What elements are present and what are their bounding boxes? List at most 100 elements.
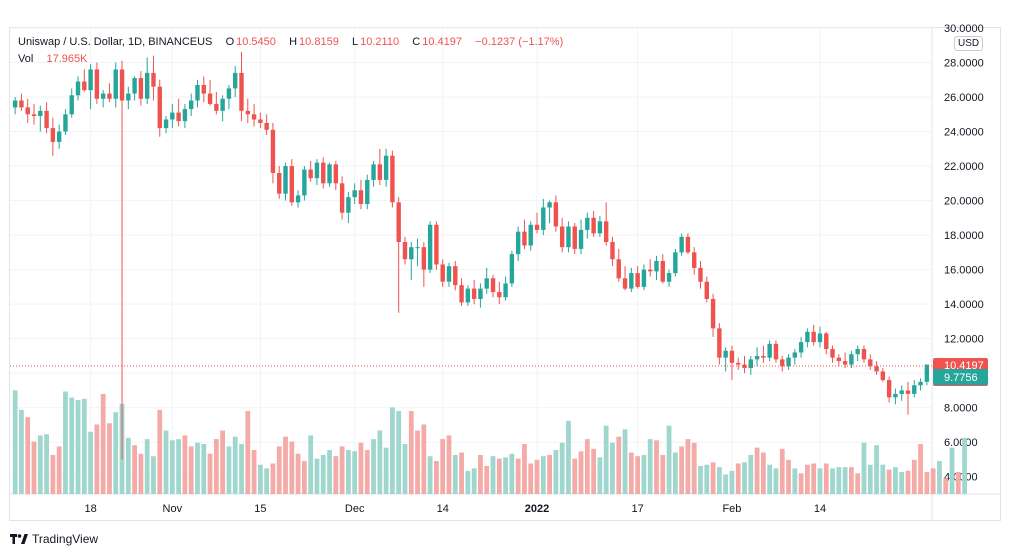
volume-bar <box>452 454 458 494</box>
candle <box>277 166 282 199</box>
candle <box>138 71 144 106</box>
candle <box>132 76 137 101</box>
candle <box>559 217 565 253</box>
candle <box>19 93 24 111</box>
candle-body <box>780 359 785 367</box>
candle <box>434 221 439 270</box>
candle-body <box>214 103 219 111</box>
volume-bar <box>886 469 892 494</box>
candle-body <box>333 164 339 184</box>
volume-bar <box>195 442 200 494</box>
volume-bar <box>50 454 56 494</box>
candle-body <box>798 342 804 353</box>
candle <box>126 86 131 110</box>
volume-bar <box>471 468 477 494</box>
candle-body <box>113 69 118 99</box>
candle <box>245 98 250 123</box>
candle <box>170 103 175 129</box>
tradingview-logo[interactable]: TradingView <box>10 532 98 546</box>
candle-body <box>471 288 477 299</box>
volume-bar <box>647 439 653 494</box>
candle <box>270 122 276 184</box>
volume-bar <box>220 430 226 494</box>
candle <box>622 266 628 291</box>
candle-body <box>742 364 747 369</box>
candle-body <box>453 266 458 286</box>
y-tick-label: 22.0000 <box>944 161 984 173</box>
volume-bar <box>905 470 911 494</box>
candle <box>798 336 804 358</box>
candle-body <box>182 109 188 122</box>
volume-bar <box>44 434 49 494</box>
candle-body <box>836 357 842 362</box>
candle <box>214 91 219 115</box>
volume-bar <box>31 441 37 494</box>
candle <box>597 216 603 237</box>
candle-body <box>647 269 653 272</box>
candle <box>497 281 502 305</box>
volume-bar <box>616 436 622 494</box>
candle <box>886 376 892 403</box>
volume-bar <box>484 465 490 494</box>
volume-bar <box>289 441 295 494</box>
candle-body <box>277 172 282 194</box>
candle <box>698 261 703 289</box>
candle-body <box>264 122 269 130</box>
candle <box>603 202 609 246</box>
volume-bar <box>729 470 735 494</box>
volume-bar <box>251 450 257 494</box>
volume-bar <box>176 439 182 494</box>
volume-bar <box>779 448 785 494</box>
candle-body <box>170 112 175 120</box>
candle-body <box>553 202 559 227</box>
volume-bar <box>245 411 251 494</box>
candle <box>251 103 257 127</box>
volume-bar <box>465 470 471 494</box>
candle-body <box>610 242 615 260</box>
candle <box>220 95 225 122</box>
candle <box>421 242 427 287</box>
candle-body <box>339 183 345 213</box>
volume-bar <box>371 439 376 494</box>
candle <box>151 55 156 101</box>
volume-bar <box>69 397 75 494</box>
candle <box>44 102 49 134</box>
candle-body <box>886 380 892 398</box>
candle-body <box>352 190 357 198</box>
volume-bar <box>232 436 238 494</box>
candle-body <box>409 247 414 260</box>
candle <box>302 166 307 201</box>
candle <box>515 226 521 261</box>
candle-body <box>679 236 684 253</box>
legend-close-value: 10.4197 <box>422 36 462 48</box>
legend-volume-value: 17.965K <box>46 53 88 65</box>
legend-volume-label: Vol <box>18 53 34 65</box>
candle-body <box>440 264 445 282</box>
legend-open-label: O <box>225 36 235 48</box>
candle-body <box>578 229 584 249</box>
candle-body <box>905 390 911 394</box>
volume-bar <box>572 458 578 494</box>
candle-body <box>390 155 395 203</box>
volume-bar <box>377 430 383 494</box>
candle <box>25 98 30 123</box>
y-tick-label: 8.0000 <box>944 403 978 415</box>
candle <box>654 255 659 280</box>
candle-body <box>528 224 533 246</box>
candle-body <box>226 88 232 99</box>
volume-bar <box>478 454 483 494</box>
candle <box>346 191 351 224</box>
volume-bar <box>685 439 691 494</box>
candle <box>88 64 93 110</box>
candle <box>868 354 873 370</box>
candle-body <box>188 100 194 110</box>
candle <box>591 210 596 237</box>
candle <box>629 267 634 293</box>
candle-body <box>402 242 408 260</box>
candle-body <box>459 285 464 303</box>
volume-bar <box>63 391 68 494</box>
candle <box>94 62 100 104</box>
currency-button[interactable]: USD <box>954 36 984 51</box>
volume-bar <box>346 450 351 494</box>
